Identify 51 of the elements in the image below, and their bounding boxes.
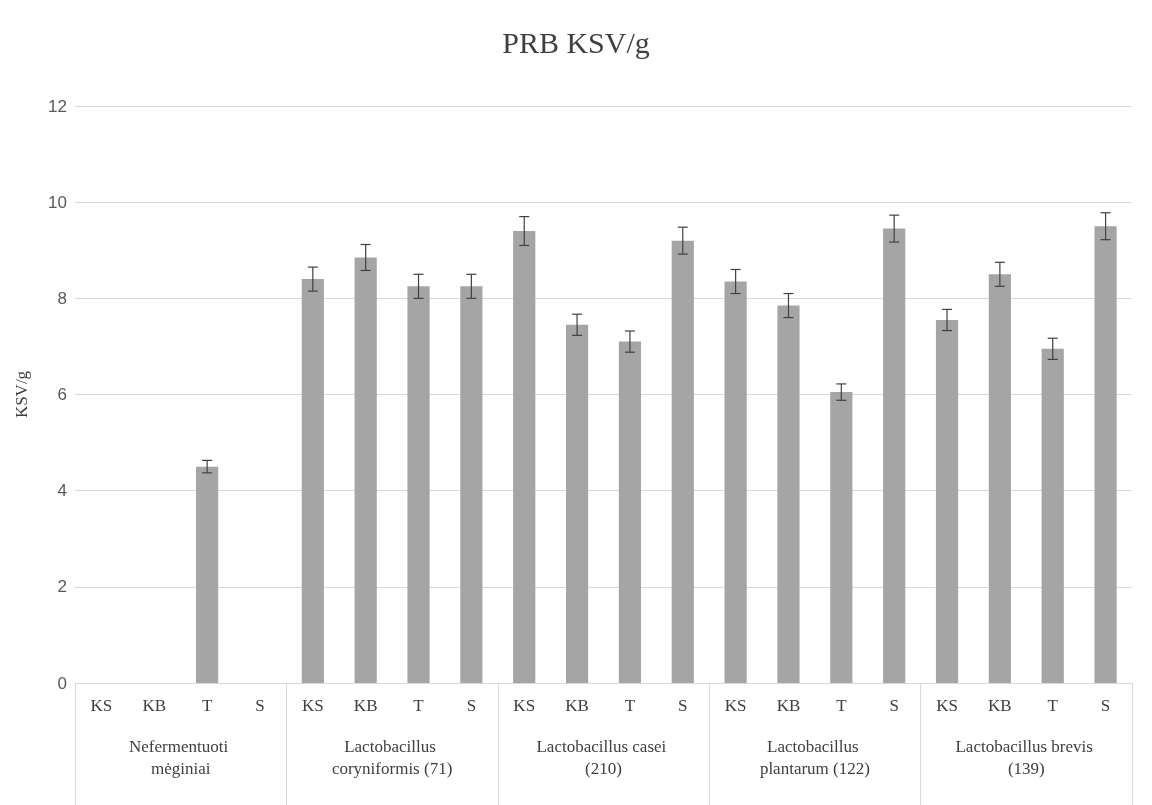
- x-tick-label: S: [255, 696, 265, 715]
- x-tick-label: S: [466, 696, 477, 715]
- x-tick-label: KB: [142, 696, 167, 715]
- x-tick-label: KB: [565, 696, 589, 715]
- y-tick-label: 12: [48, 96, 67, 116]
- bar: [196, 466, 219, 683]
- text: Lactobacillus brevis (139): [955, 736, 1098, 778]
- bar: [1094, 226, 1117, 683]
- text: Nefermentuoti mėginiai: [129, 736, 233, 778]
- bar: [935, 319, 959, 683]
- x-tick-label: T: [1047, 696, 1059, 715]
- y-tick-label: 0: [57, 673, 67, 693]
- bar: [513, 231, 536, 683]
- y-axis-title: KSV/g: [12, 370, 31, 419]
- text: Lactobacillus coryniformis (71): [331, 736, 453, 778]
- text: Lactobacillus casei (210): [536, 736, 671, 778]
- x-tick-label: KS: [724, 696, 747, 715]
- y-tick-label: 6: [57, 385, 67, 404]
- bar: [724, 281, 747, 683]
- x-tick-label: T: [413, 696, 425, 715]
- bar: [460, 286, 483, 683]
- x-tick-label: T: [836, 696, 848, 715]
- x-tick-label: KB: [988, 696, 1012, 715]
- text: Lactobacillus plantarum (122): [759, 736, 870, 778]
- bar: [830, 392, 853, 683]
- x-tick-label: S: [1100, 696, 1111, 715]
- x-tick-label: KS: [936, 696, 958, 715]
- x-tick-label: KB: [776, 696, 801, 715]
- bar: [988, 274, 1011, 683]
- bar: [1041, 348, 1064, 683]
- x-tick-label: T: [624, 696, 636, 715]
- bar: [407, 286, 430, 683]
- bar: [618, 341, 642, 683]
- x-tick-label: T: [201, 696, 213, 715]
- x-tick-label: KB: [353, 696, 378, 715]
- bar: [671, 240, 694, 683]
- bar: [301, 279, 324, 683]
- chart-title: PRB KSV/g: [502, 25, 650, 59]
- y-tick-label: 4: [57, 481, 67, 501]
- bar: [883, 228, 906, 683]
- bar: [354, 257, 377, 683]
- x-tick-label: KS: [513, 696, 536, 715]
- y-tick-label: 2: [57, 577, 67, 597]
- x-tick-label: S: [889, 696, 899, 715]
- x-tick-label: S: [678, 696, 688, 715]
- y-tick-label: 8: [57, 288, 67, 308]
- y-tick-label: 10: [48, 192, 67, 212]
- bar: [565, 324, 589, 683]
- x-tick-label: KS: [90, 696, 113, 715]
- bar: [777, 305, 800, 683]
- x-tick-label: KS: [301, 696, 324, 715]
